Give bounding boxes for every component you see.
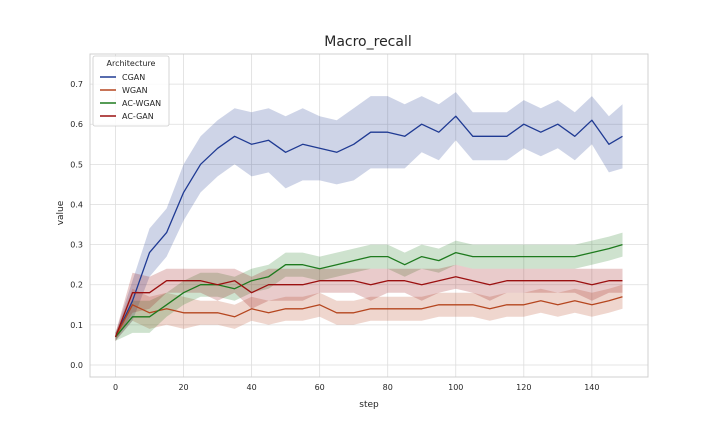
legend-item-ac-gan: AC-GAN xyxy=(100,112,154,121)
y-tick-label: 0.2 xyxy=(70,281,83,290)
y-tick-label: 0.3 xyxy=(70,241,83,250)
x-tick-labels: 0 20 40 60 80 100 120 140 xyxy=(113,383,600,392)
band-ac-wgan xyxy=(115,232,623,341)
legend-box xyxy=(92,55,170,127)
legend-item-ac-wgan: AC-WGAN xyxy=(100,99,161,108)
x-tick-label: 0 xyxy=(113,383,118,392)
x-tick-label: 80 xyxy=(383,383,393,392)
y-tick-label: 0.5 xyxy=(70,160,83,169)
y-tick-labels: 0.0 0.1 0.2 0.3 0.4 0.5 0.6 0.7 xyxy=(70,80,83,370)
legend-title: Architecture xyxy=(107,59,156,68)
x-tick-label: 60 xyxy=(315,383,325,392)
y-tick-label: 0.6 xyxy=(70,120,83,129)
legend-label-cgan: CGAN xyxy=(122,73,145,82)
legend: Architecture CGAN WGAN AC-WGAN AC-GAN xyxy=(92,55,170,127)
legend-label-ac-wgan: AC-WGAN xyxy=(122,99,161,108)
band-wgan xyxy=(115,284,623,341)
x-tick-label: 140 xyxy=(584,383,599,392)
x-tick-label: 40 xyxy=(247,383,257,392)
legend-item-wgan: WGAN xyxy=(100,86,148,95)
band-cgan xyxy=(115,92,623,341)
y-tick-label: 0.7 xyxy=(70,80,83,89)
line-cgan xyxy=(114,115,623,338)
series-lines xyxy=(114,115,623,338)
y-tick-label: 0.0 xyxy=(70,361,83,370)
plot-frame xyxy=(89,53,649,378)
line-wgan xyxy=(114,296,623,338)
legend-label-ac-gan: AC-GAN xyxy=(122,112,154,121)
line-ac-wgan xyxy=(115,243,623,338)
y-axis-label: value xyxy=(56,200,66,225)
legend-label-wgan: WGAN xyxy=(122,86,148,95)
x-tick-label: 120 xyxy=(516,383,531,392)
chart-title: Macro_recall xyxy=(324,34,412,50)
y-tick-label: 0.1 xyxy=(70,321,83,330)
legend-item-cgan: CGAN xyxy=(100,73,145,82)
legend-items: CGAN WGAN AC-WGAN AC-GAN xyxy=(100,73,161,121)
x-tick-label: 100 xyxy=(448,383,463,392)
plot-border xyxy=(89,53,649,378)
x-tick-label: 20 xyxy=(178,383,188,392)
x-axis-label: step xyxy=(359,400,379,410)
line-ac-gan xyxy=(114,276,623,338)
y-tick-label: 0.4 xyxy=(70,200,83,209)
